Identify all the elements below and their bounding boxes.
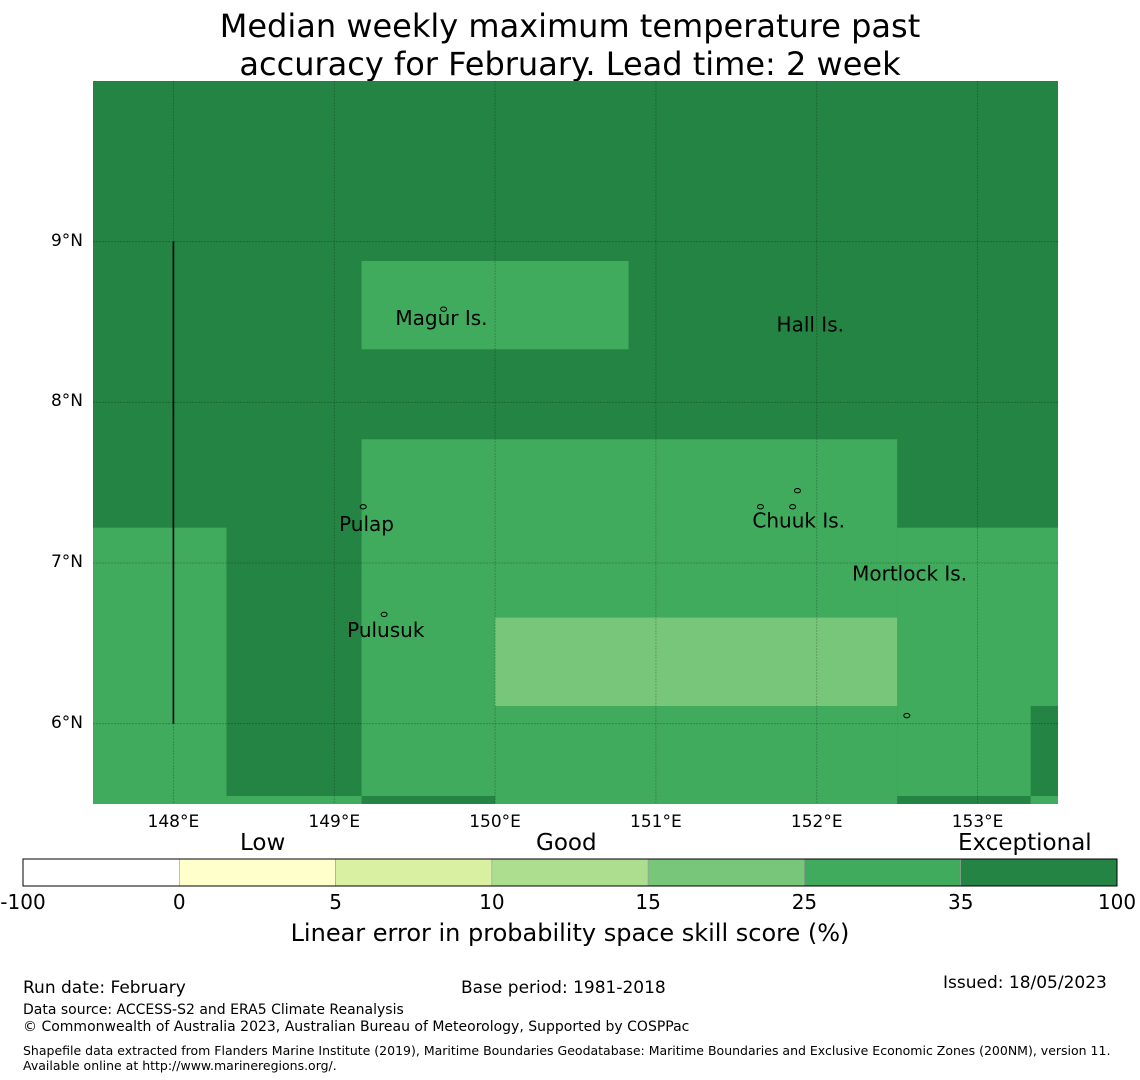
latitude-tick-label: 6°N bbox=[50, 712, 83, 733]
island-outline bbox=[789, 504, 797, 510]
colorbar-tick-label: 35 bbox=[947, 890, 974, 914]
longitude-tick-label: 153°E bbox=[951, 812, 1004, 832]
colorbar-tick-label: 10 bbox=[479, 890, 505, 914]
graticule-layer bbox=[93, 81, 1058, 804]
colorbar-tick-label: 15 bbox=[635, 890, 661, 914]
skill-cells-layer bbox=[93, 81, 1058, 804]
skill-cell-very-good bbox=[495, 795, 898, 804]
category-good: Good bbox=[536, 830, 597, 856]
colorbar-tick-label: 5 bbox=[329, 890, 342, 914]
colorbar-tick-label: 25 bbox=[791, 890, 818, 914]
category-exceptional: Exceptional bbox=[958, 830, 1092, 856]
skill-cell-good bbox=[495, 617, 898, 706]
skill-cell-very-good bbox=[361, 260, 629, 350]
title-line-2: accuracy for February. Lead time: 2 week bbox=[239, 45, 901, 83]
place-label: Pulusuk bbox=[347, 618, 425, 642]
colorbar-segment bbox=[178, 858, 336, 887]
latitude-tick-label: 9°N bbox=[50, 230, 83, 251]
island-outline bbox=[359, 504, 367, 510]
colorbar-segment bbox=[491, 858, 649, 887]
category-low: Low bbox=[240, 830, 286, 856]
place-label: Pulap bbox=[339, 512, 394, 536]
longitude-tick-label: 152°E bbox=[790, 812, 843, 832]
map-title: Median weekly maximum temperature past a… bbox=[0, 7, 1140, 83]
base-period: Base period: 1981-2018 bbox=[461, 978, 666, 998]
island-outline bbox=[380, 611, 388, 618]
skill-cell-exceptional bbox=[1030, 705, 1058, 796]
colorbar-label: Linear error in probability space skill … bbox=[290, 919, 850, 947]
skill-cell-very-good bbox=[93, 795, 362, 804]
shapefile-credit: Shapefile data extracted from Flanders M… bbox=[23, 1043, 1111, 1073]
issued-date: Issued: 18/05/2023 bbox=[943, 973, 1107, 993]
place-labels-layer: Magur Is. Hall Is. Pulap Chuuk Is. Mortlock … bbox=[339, 306, 967, 642]
data-source: Data source: ACCESS-S2 and ERA5 Climate … bbox=[23, 1002, 404, 1018]
latitude-tick-label: 7°N bbox=[50, 552, 83, 572]
copyright: © Commonwealth of Australia 2023, Austra… bbox=[23, 1019, 690, 1035]
place-label: Mortlock Is. bbox=[852, 562, 967, 586]
colorbar-frame bbox=[22, 858, 1118, 887]
colorbar-tick-label: -100 bbox=[0, 890, 46, 914]
longitude-tick-label: 150°E bbox=[469, 812, 521, 832]
place-label: Hall Is. bbox=[777, 313, 844, 337]
skill-cell-very-good bbox=[1030, 795, 1058, 804]
longitude-tick-label: 149°E bbox=[308, 812, 361, 832]
island-outline bbox=[903, 712, 911, 719]
place-label: Magur Is. bbox=[395, 306, 487, 330]
colorbar-segment bbox=[22, 858, 180, 887]
island-outline bbox=[756, 504, 764, 510]
skill-map: Magur Is. Hall Is. Pulap Chuuk Is. Mortlock … bbox=[22, 81, 1118, 887]
run-date: Run date: February bbox=[23, 978, 186, 998]
island-outline bbox=[440, 306, 448, 312]
colorbar-tick-label: 100 bbox=[1097, 890, 1137, 914]
longitude-tick-label: 151°E bbox=[630, 812, 682, 832]
title-line-1: Median weekly maximum temperature past bbox=[219, 7, 921, 45]
colorbar bbox=[22, 858, 1118, 887]
colorbar-segment bbox=[335, 858, 493, 887]
longitude-tick-label: 148°E bbox=[147, 812, 200, 832]
place-label: Chuuk Is. bbox=[752, 509, 845, 533]
colorbar-segment bbox=[647, 858, 805, 887]
colorbar-segment bbox=[804, 858, 962, 887]
skill-cell-very-good bbox=[93, 527, 227, 796]
islands-layer bbox=[359, 306, 911, 719]
colorbar-tick-label: 0 bbox=[172, 890, 186, 914]
colorbar-segment bbox=[960, 858, 1118, 887]
island-outline bbox=[793, 488, 801, 494]
latitude-tick-label: 8°N bbox=[50, 391, 83, 412]
